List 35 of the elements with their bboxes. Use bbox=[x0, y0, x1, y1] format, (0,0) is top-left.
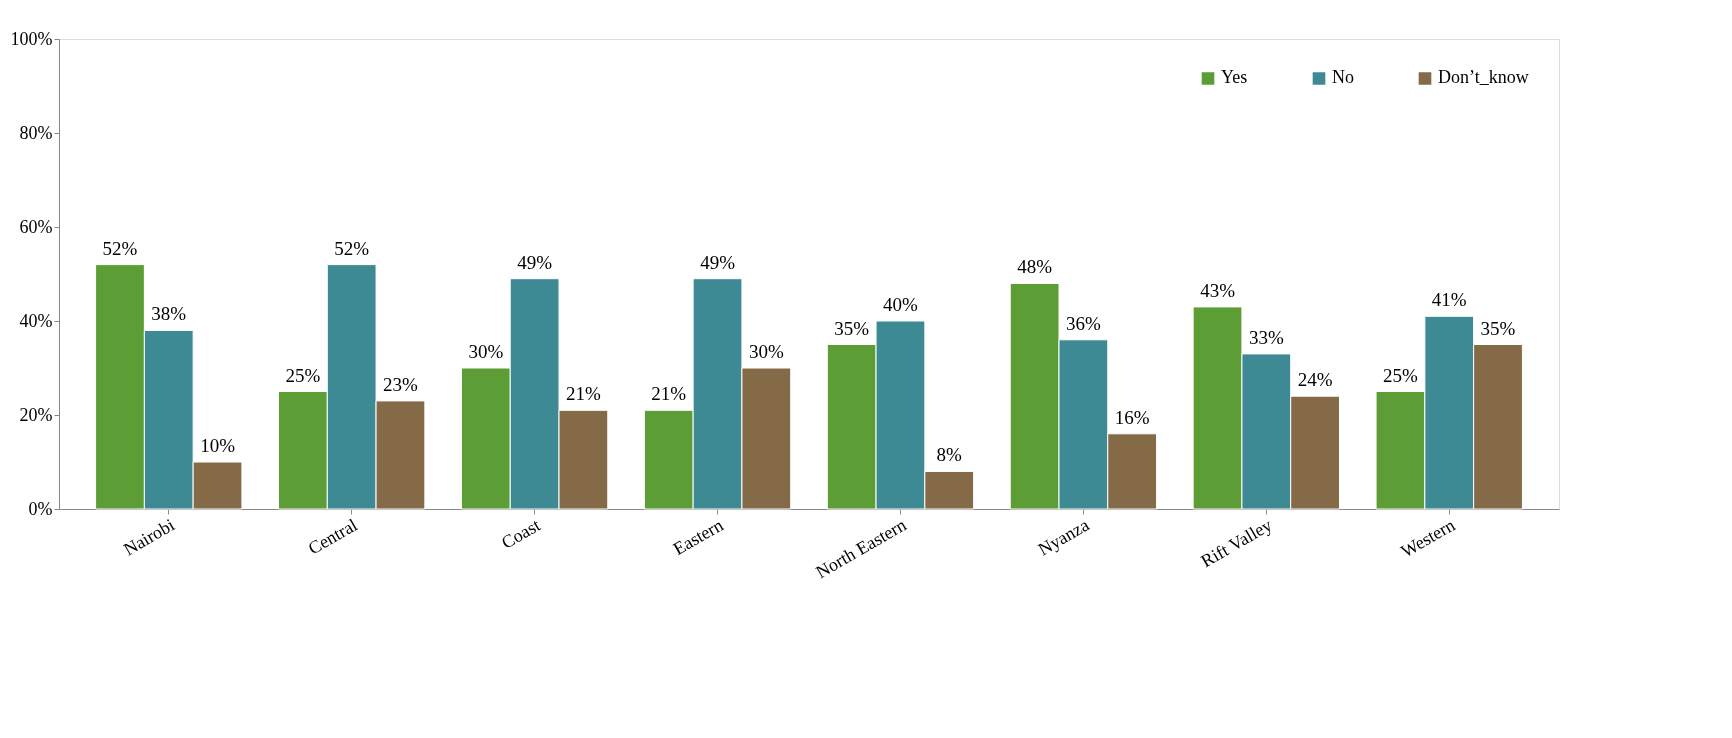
data-label: 30% bbox=[468, 341, 504, 362]
data-label: 36% bbox=[1065, 312, 1101, 334]
y-tick-label: 0% bbox=[28, 498, 53, 519]
x-tick-label: Rift Valley bbox=[1197, 514, 1276, 572]
data-label: 24% bbox=[1297, 369, 1333, 391]
data-label: 52% bbox=[334, 237, 370, 259]
data-label: 35% bbox=[1480, 317, 1516, 339]
legend-label: Yes bbox=[1221, 67, 1248, 88]
data-label: 40% bbox=[883, 294, 919, 315]
data-label: 25% bbox=[285, 364, 321, 386]
data-label: 33% bbox=[1248, 326, 1284, 348]
data-label: 21% bbox=[565, 383, 601, 405]
data-label: 43% bbox=[1200, 279, 1236, 301]
y-tick-label: 80% bbox=[19, 122, 53, 143]
data-label: 48% bbox=[1017, 256, 1053, 278]
data-label: 35% bbox=[834, 317, 870, 339]
data-label: 49% bbox=[700, 251, 736, 273]
y-tick-label: 20% bbox=[19, 404, 53, 425]
data-label: 38% bbox=[151, 303, 187, 325]
data-label: 21% bbox=[651, 383, 687, 405]
y-tick-label: 100% bbox=[10, 28, 53, 49]
legend-label: Don’t_know bbox=[1438, 67, 1529, 88]
data-label: 30% bbox=[748, 341, 784, 362]
data-label: 10% bbox=[200, 435, 236, 456]
x-tick-label: Coast bbox=[498, 514, 544, 553]
legend-label: No bbox=[1332, 67, 1354, 88]
data-label: 23% bbox=[383, 373, 419, 395]
y-tick-label: 60% bbox=[19, 216, 53, 237]
data-label: 25% bbox=[1383, 364, 1419, 386]
data-label: 8% bbox=[936, 444, 963, 466]
data-label: 49% bbox=[517, 251, 553, 273]
y-tick-label: 40% bbox=[19, 310, 53, 331]
data-label: 52% bbox=[102, 237, 138, 259]
data-label: 41% bbox=[1431, 289, 1467, 311]
data-label: 16% bbox=[1114, 406, 1150, 428]
